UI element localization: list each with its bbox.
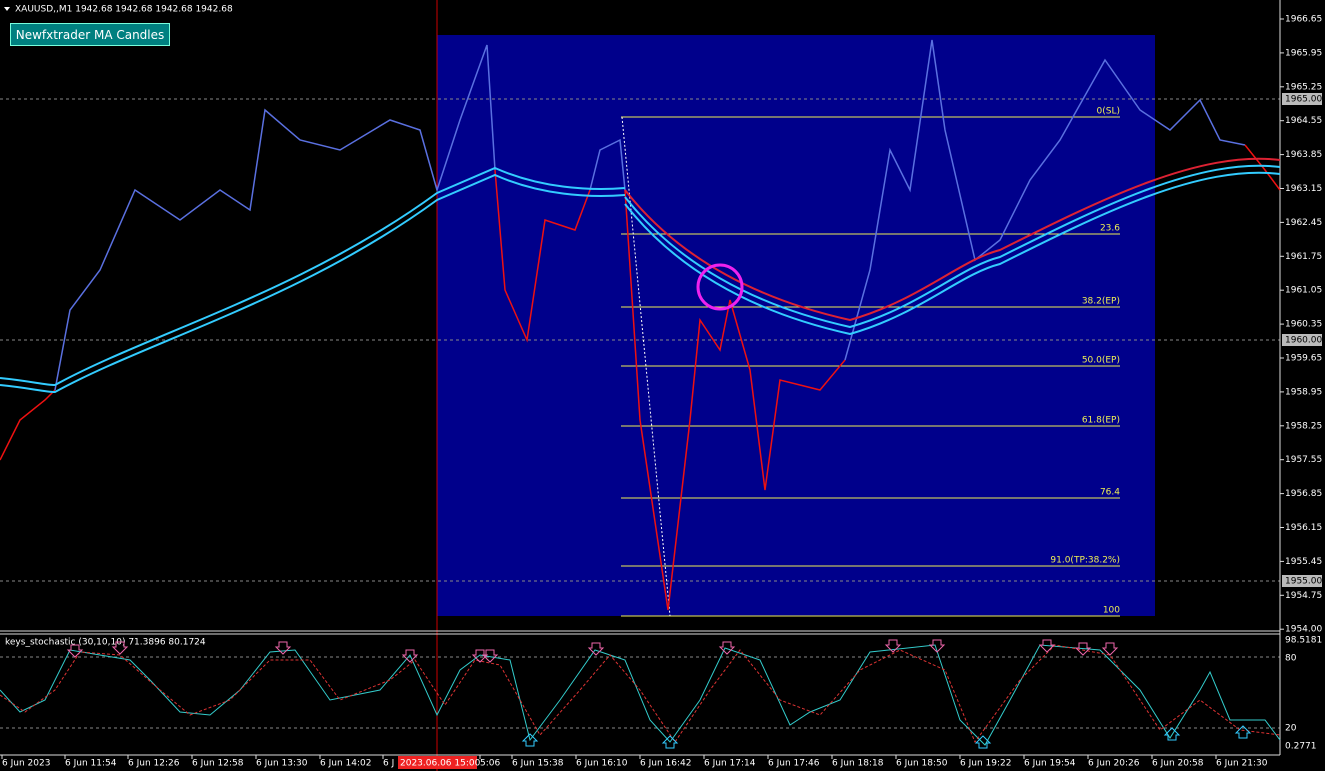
price-marker	[1282, 93, 1322, 105]
signal-arrow	[587, 642, 605, 656]
price-label: 1954.00	[1285, 625, 1322, 635]
signal-arrow	[1163, 727, 1181, 741]
time-label: 6 Jun 19:22	[960, 759, 1011, 769]
fib-label: 61.8(EP)	[1082, 416, 1120, 426]
ma-bands	[0, 157, 1281, 394]
price-label: 1963.15	[1285, 184, 1322, 194]
price-label: 1965.95	[1285, 48, 1322, 58]
time-label: 6 Jun 16:42	[640, 759, 691, 769]
signal-arrow	[718, 641, 736, 655]
price-label: 1961.05	[1285, 286, 1322, 296]
indicator-label: 98.5181	[1285, 636, 1322, 646]
stochastic-signal	[0, 644, 1281, 744]
fib-label: 38.2(EP)	[1082, 297, 1120, 307]
time-label: 6 Jun 16:10	[576, 759, 628, 769]
time-label: 6 Jun 19:54	[1024, 759, 1076, 769]
time-label: 6 J	[383, 759, 394, 769]
time-label: 6 Jun 12:26	[128, 759, 180, 769]
time-label: 6 Jun 14:02	[320, 759, 371, 769]
time-marker-label: 2023.06.06 15:00	[400, 759, 481, 769]
signal-arrow	[111, 641, 129, 655]
price-marker-label: 1960.00	[1285, 336, 1322, 346]
price-label: 1966.65	[1285, 15, 1322, 25]
price-marker-label: 1965.00	[1285, 95, 1322, 105]
time-label: 6 Jun 18:18	[832, 759, 884, 769]
time-label: 6 Jun 15:38	[512, 759, 564, 769]
time-label: 6 Jun 21:30	[1216, 759, 1268, 769]
price-down	[0, 389, 56, 461]
time-label: 6 Jun 17:46	[768, 759, 820, 769]
time-label: 5:06	[480, 759, 500, 769]
price-label: 1964.55	[1285, 116, 1322, 126]
price-label: 1956.15	[1285, 523, 1322, 533]
fib-label: 0(SL)	[1097, 107, 1120, 117]
fib-lines	[621, 116, 1120, 617]
time-label: 6 Jun 13:30	[256, 759, 308, 769]
signal-arrow	[1038, 639, 1056, 653]
signal-arrow	[1074, 642, 1092, 656]
signal-arrow	[401, 649, 419, 663]
fib-label: 100	[1103, 606, 1120, 616]
time-label: 6 Jun 18:50	[896, 759, 948, 769]
price-label: 1954.75	[1285, 591, 1322, 601]
signal-arrow	[66, 644, 84, 658]
fib-trend	[621, 116, 671, 617]
price-down	[494, 169, 591, 343]
time-label: 6 Jun 12:58	[192, 759, 244, 769]
price-label: 1956.85	[1285, 489, 1322, 499]
price-label: 1960.35	[1285, 320, 1322, 330]
fib-label: 23.6	[1100, 224, 1120, 234]
price-label: 1962.45	[1285, 218, 1322, 228]
time-label: 6 Jun 17:14	[704, 759, 756, 769]
signal-arrow	[274, 641, 292, 655]
price-label: 1965.25	[1285, 82, 1322, 92]
signal-arrow	[974, 735, 992, 749]
price-label: 1963.85	[1285, 150, 1322, 160]
time-label: 6 Jun 2023	[2, 759, 50, 769]
stochastic-main	[0, 644, 1281, 746]
price-down	[1244, 144, 1281, 191]
time-label: 6 Jun 20:58	[1152, 759, 1204, 769]
signal-arrow	[1101, 642, 1119, 656]
fib-label: 50.0(EP)	[1082, 356, 1120, 366]
indicator-header: keys_stochastic (30,10,10) 71.3896 80.17…	[5, 638, 206, 648]
signal-arrow	[1234, 725, 1252, 739]
price-label: 1957.55	[1285, 455, 1322, 465]
price-label: 1958.25	[1285, 421, 1322, 431]
price-marker	[1282, 334, 1322, 346]
symbol-header: XAUUSD,,M1 1942.68 1942.68 1942.68 1942.…	[15, 5, 233, 15]
time-marker	[398, 756, 477, 769]
highlight-circle	[696, 263, 744, 311]
signal-arrow	[471, 649, 489, 663]
indicator-label: 0.2771	[1285, 742, 1317, 752]
signal-arrow	[521, 733, 539, 747]
fib-label: 91.0(TP:38.2%)	[1050, 556, 1120, 566]
price-marker-label: 1955.00	[1285, 577, 1322, 587]
price-label: 1958.95	[1285, 387, 1322, 397]
price-up	[589, 138, 626, 191]
menu-arrow	[4, 7, 10, 11]
signal-arrow	[661, 735, 679, 749]
indicator-label: 80	[1285, 654, 1297, 664]
price-up	[844, 39, 1246, 361]
price-label: 1959.65	[1285, 354, 1322, 364]
fib-label: 76.4	[1100, 488, 1120, 498]
highlight-area	[437, 35, 1155, 616]
signal-arrow	[884, 639, 902, 653]
signal-arrow	[928, 639, 946, 653]
indicator-button[interactable]: Newfxtrader MA Candles	[10, 23, 170, 46]
price-down	[624, 189, 846, 611]
indicator-label: 20	[1285, 724, 1297, 734]
price-label: 1955.45	[1285, 557, 1322, 567]
signal-arrow	[481, 649, 499, 663]
price-marker	[1282, 575, 1322, 587]
price-label: 1961.75	[1285, 252, 1322, 262]
time-label: 6 Jun 20:26	[1088, 759, 1140, 769]
time-label: 6 Jun 11:54	[65, 759, 117, 769]
price-up	[54, 44, 496, 391]
